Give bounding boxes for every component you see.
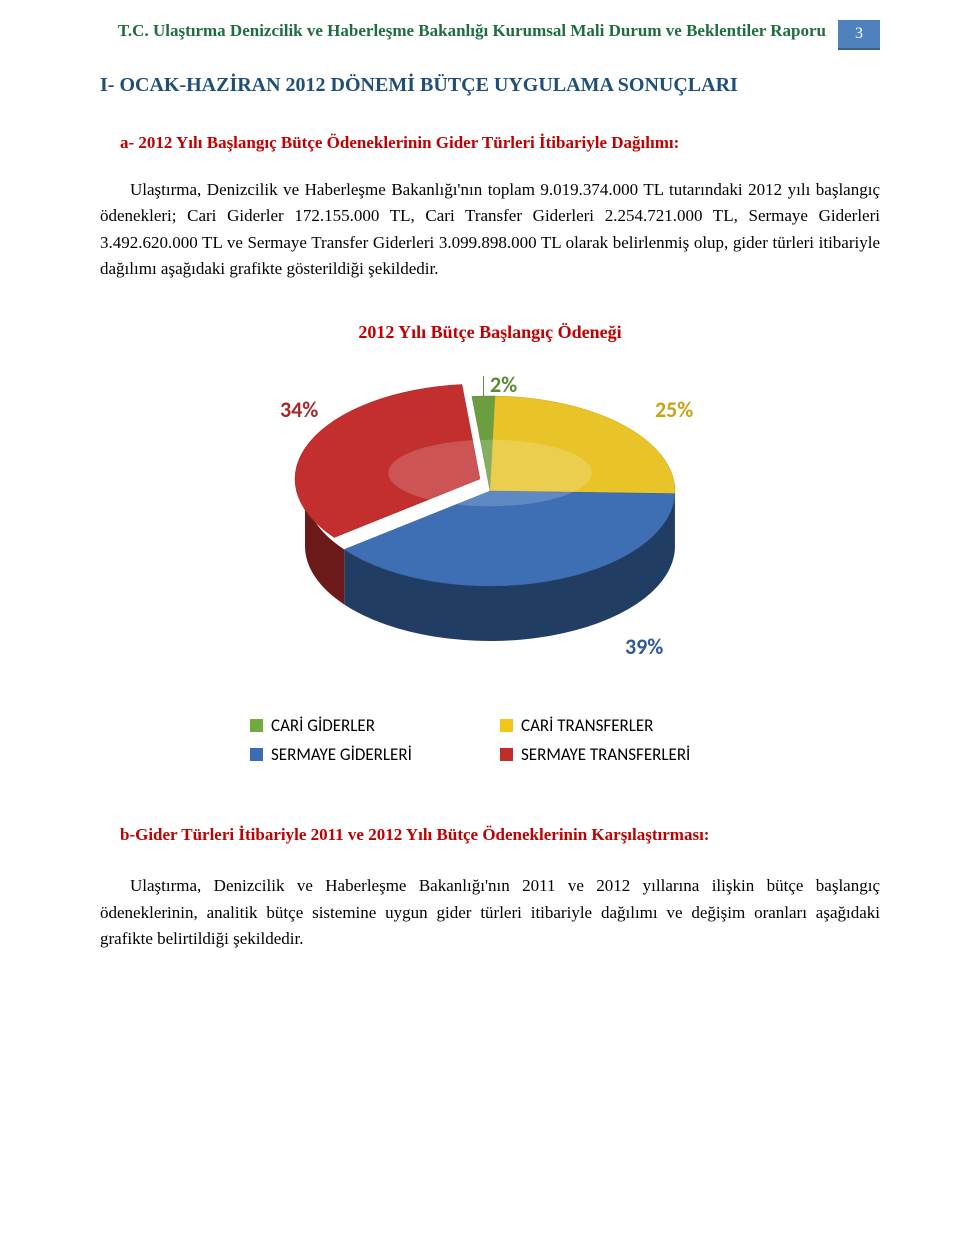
legend-swatch (250, 719, 263, 732)
legend-swatch (250, 748, 263, 761)
legend-swatch (500, 719, 513, 732)
document-page: T.C. Ulaştırma Denizcilik ve Haberleşme … (0, 0, 960, 992)
page-number: 3 (838, 20, 880, 50)
pct-label-25: 25% (655, 396, 693, 423)
chart-title: 2012 Yılı Bütçe Başlangıç Ödeneği (358, 322, 621, 343)
legend-item: CARİ TRANSFERLER (500, 715, 730, 736)
legend-label: CARİ TRANSFERLER (521, 715, 653, 736)
legend-item: SERMAYE GİDERLERİ (250, 744, 480, 765)
legend-label: SERMAYE TRANSFERLERİ (521, 744, 690, 765)
legend-label: SERMAYE GİDERLERİ (271, 744, 412, 765)
subsection-b-heading: b-Gider Türleri İtibariyle 2011 ve 2012 … (120, 825, 880, 845)
section-heading: I- OCAK-HAZİRAN 2012 DÖNEMİ BÜTÇE UYGULA… (100, 74, 880, 97)
pct-label-34: 34% (280, 396, 318, 423)
page-header: T.C. Ulaştırma Denizcilik ve Haberleşme … (100, 20, 880, 50)
legend-item: CARİ GİDERLER (250, 715, 480, 736)
paragraph-b: Ulaştırma, Denizcilik ve Haberleşme Baka… (100, 873, 880, 952)
pct-label-2: 2% (490, 371, 517, 398)
pie-chart: 2% 25% 39% 34% (210, 371, 770, 691)
legend-label: CARİ GİDERLER (271, 715, 375, 736)
subsection-a-heading: a- 2012 Yılı Başlangıç Bütçe Ödeneklerin… (120, 133, 880, 153)
legend-item: SERMAYE TRANSFERLERİ (500, 744, 730, 765)
pie-chart-container: 2012 Yılı Bütçe Başlangıç Ödeneği 2% 25%… (100, 322, 880, 765)
chart-legend: CARİ GİDERLER CARİ TRANSFERLER SERMAYE G… (250, 715, 730, 765)
header-title: T.C. Ulaştırma Denizcilik ve Haberleşme … (100, 20, 826, 42)
paragraph-a: Ulaştırma, Denizcilik ve Haberleşme Baka… (100, 177, 880, 282)
legend-swatch (500, 748, 513, 761)
pct-label-39: 39% (625, 633, 663, 660)
